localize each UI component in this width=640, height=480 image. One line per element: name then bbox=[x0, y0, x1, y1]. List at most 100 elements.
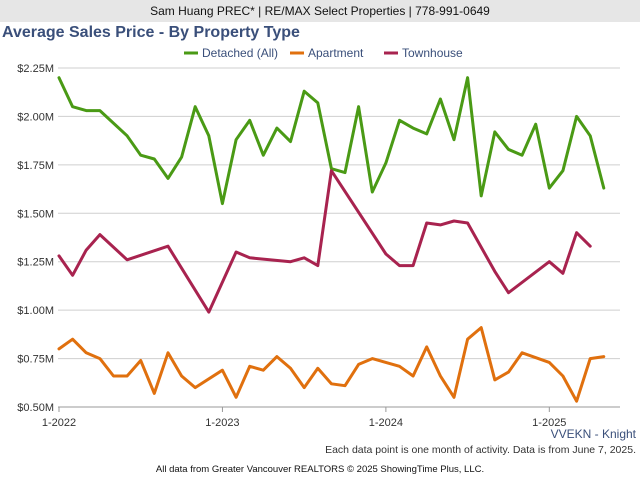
data-point-detached bbox=[398, 119, 401, 122]
x-tick-label: 1-2023 bbox=[205, 417, 239, 429]
data-point-detached bbox=[248, 119, 251, 122]
agent-banner: Sam Huang PREC* | RE/MAX Select Properti… bbox=[0, 0, 640, 22]
data-point-detached bbox=[153, 157, 156, 161]
data-point-apartment bbox=[493, 378, 497, 382]
data-point-detached bbox=[316, 101, 319, 105]
data-point-detached bbox=[139, 153, 142, 157]
data-point-apartment bbox=[357, 363, 360, 366]
data-point-townhouse bbox=[166, 245, 170, 248]
data-point-apartment bbox=[180, 374, 183, 378]
data-point-detached bbox=[262, 153, 265, 157]
data-point-detached bbox=[85, 109, 88, 112]
data-note: Each data point is one month of activity… bbox=[325, 444, 636, 456]
data-point-apartment bbox=[466, 338, 469, 341]
data-point-detached bbox=[548, 186, 551, 190]
data-point-detached bbox=[71, 105, 74, 108]
data-point-apartment bbox=[112, 374, 115, 378]
data-point-detached bbox=[439, 97, 442, 101]
data-point-detached bbox=[166, 177, 170, 180]
y-tick-label: $0.50M bbox=[17, 402, 54, 414]
y-tick-label: $1.75M bbox=[17, 160, 54, 172]
data-point-apartment bbox=[234, 396, 238, 399]
y-tick-label: $2.25M bbox=[17, 63, 54, 75]
data-point-detached bbox=[588, 134, 592, 137]
data-point-apartment bbox=[262, 368, 265, 372]
data-point-detached bbox=[520, 153, 524, 157]
data-point-apartment bbox=[602, 355, 605, 358]
x-tick-label: 1-2025 bbox=[532, 417, 566, 429]
data-point-apartment bbox=[330, 382, 333, 385]
data-point-apartment bbox=[575, 399, 578, 403]
data-point-townhouse bbox=[289, 260, 292, 263]
data-point-detached bbox=[221, 202, 224, 205]
data-point-townhouse bbox=[493, 270, 497, 273]
data-point-townhouse bbox=[561, 272, 565, 275]
data-point-townhouse bbox=[588, 245, 592, 248]
x-tick-label: 1-2022 bbox=[42, 417, 76, 429]
data-point-townhouse bbox=[85, 248, 88, 252]
data-point-townhouse bbox=[71, 274, 74, 277]
data-point-townhouse bbox=[234, 250, 238, 254]
data-point-detached bbox=[425, 132, 428, 136]
data-point-apartment bbox=[371, 357, 374, 360]
data-point-townhouse bbox=[248, 256, 251, 260]
data-point-detached bbox=[561, 169, 565, 172]
region-label: VVEKN - Knight bbox=[550, 427, 636, 441]
data-point-detached bbox=[575, 115, 578, 118]
data-point-townhouse bbox=[98, 233, 102, 236]
data-point-apartment bbox=[248, 365, 251, 368]
data-point-apartment bbox=[166, 351, 170, 354]
y-tick-label: $1.50M bbox=[17, 208, 54, 220]
data-point-detached bbox=[466, 76, 469, 79]
data-point-detached bbox=[534, 122, 537, 126]
data-point-apartment bbox=[588, 357, 592, 360]
data-point-apartment bbox=[275, 355, 279, 358]
y-tick-label: $2.00M bbox=[17, 111, 54, 123]
data-point-detached bbox=[125, 134, 129, 137]
data-point-townhouse bbox=[57, 254, 61, 258]
data-point-townhouse bbox=[425, 221, 428, 225]
data-point-detached bbox=[507, 148, 510, 151]
data-point-apartment bbox=[221, 368, 224, 372]
data-point-townhouse bbox=[466, 221, 469, 225]
data-point-townhouse bbox=[302, 256, 306, 260]
data-point-detached bbox=[302, 90, 306, 93]
data-point-townhouse bbox=[398, 264, 401, 267]
legend-label-detached: Detached (All) bbox=[202, 46, 278, 60]
data-point-townhouse bbox=[384, 252, 388, 256]
data-point-apartment bbox=[561, 374, 565, 378]
data-point-apartment bbox=[425, 345, 428, 349]
data-point-townhouse bbox=[548, 260, 551, 263]
data-point-detached bbox=[207, 134, 211, 137]
data-point-apartment bbox=[153, 392, 156, 395]
data-point-apartment bbox=[139, 359, 142, 362]
data-point-apartment bbox=[439, 374, 442, 378]
footer-credit: All data from Greater Vancouver REALTORS… bbox=[155, 464, 485, 475]
data-point-detached bbox=[384, 161, 388, 165]
data-point-detached bbox=[234, 138, 238, 141]
series-line-detached bbox=[57, 76, 606, 206]
legend-label-apartment: Apartment bbox=[308, 46, 364, 60]
data-point-apartment bbox=[57, 347, 61, 351]
data-point-detached bbox=[411, 126, 415, 130]
data-point-detached bbox=[602, 186, 605, 190]
data-point-apartment bbox=[343, 384, 347, 387]
data-point-detached bbox=[371, 190, 374, 194]
legend-label-townhouse: Townhouse bbox=[402, 46, 463, 60]
data-point-apartment bbox=[302, 386, 306, 389]
data-point-townhouse bbox=[575, 231, 578, 234]
data-point-townhouse bbox=[125, 258, 129, 261]
series-line-apartment bbox=[57, 326, 606, 403]
data-point-townhouse bbox=[411, 264, 415, 267]
price-line-chart: $0.50M $0.75M $1.00M $1.25M $1.50M $1.75M $2.0… bbox=[17, 46, 620, 429]
data-point-apartment bbox=[480, 326, 483, 329]
data-point-townhouse bbox=[452, 219, 456, 223]
data-point-townhouse bbox=[207, 310, 211, 314]
data-point-detached bbox=[180, 155, 183, 159]
data-point-detached bbox=[289, 140, 292, 143]
y-tick-label: $1.25M bbox=[17, 257, 54, 269]
data-point-apartment bbox=[507, 370, 510, 374]
data-point-apartment bbox=[316, 367, 319, 370]
data-point-townhouse bbox=[316, 264, 319, 267]
data-point-detached bbox=[98, 109, 102, 112]
